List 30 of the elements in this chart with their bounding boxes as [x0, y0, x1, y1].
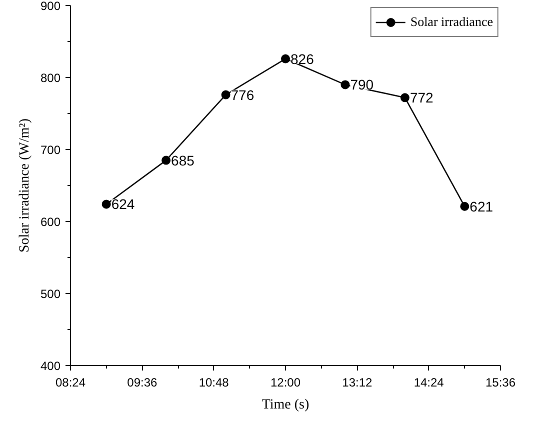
data-label: 772	[410, 90, 434, 106]
y-axis-title: Solar irradiance (W/m²)	[17, 118, 32, 253]
point	[340, 80, 350, 90]
data-label: 790	[350, 76, 374, 93]
y-tick-label: 700	[40, 143, 61, 157]
x-tick-label: 09:36	[127, 376, 158, 390]
y-tick-label: 500	[40, 287, 61, 301]
point	[221, 90, 230, 100]
x-axis-title: Time (s)	[262, 398, 310, 412]
data-label: 776	[230, 86, 254, 103]
y-tick-label: 900	[40, 0, 61, 13]
x-tick-label: 13:12	[342, 376, 373, 390]
x-tick-label: 10:48	[198, 376, 230, 390]
data-label: 624	[111, 196, 135, 212]
x-tick-label: 08:24	[55, 376, 86, 390]
point	[400, 93, 410, 102]
y-tick-label: 400	[40, 359, 61, 373]
x-tick-label: 14:24	[414, 376, 444, 390]
point	[102, 200, 111, 209]
point	[460, 202, 470, 211]
point	[281, 54, 290, 64]
x-tick-label: 15:36	[485, 376, 516, 390]
data-label: 685	[171, 152, 195, 168]
y-tick-label: 800	[40, 71, 61, 85]
data-label: 826	[290, 50, 314, 67]
point	[162, 156, 171, 165]
data-label: 621	[470, 198, 494, 214]
legend-label: Solar irradiance	[410, 14, 493, 30]
x-tick-label: 12:00	[270, 376, 301, 390]
y-tick-label: 600	[40, 215, 61, 229]
